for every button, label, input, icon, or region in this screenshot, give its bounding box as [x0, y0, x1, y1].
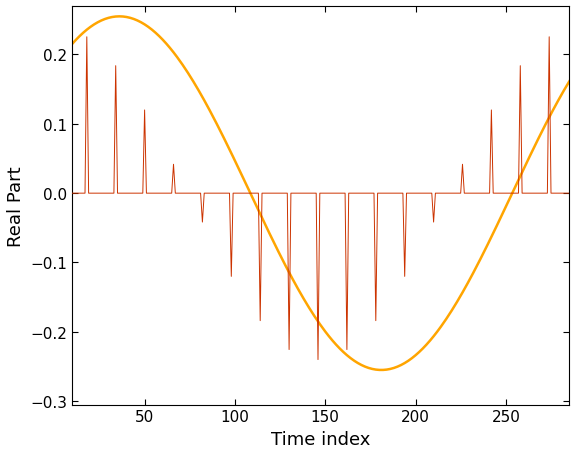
Y-axis label: Real Part: Real Part	[7, 166, 25, 246]
X-axis label: Time index: Time index	[271, 430, 370, 448]
